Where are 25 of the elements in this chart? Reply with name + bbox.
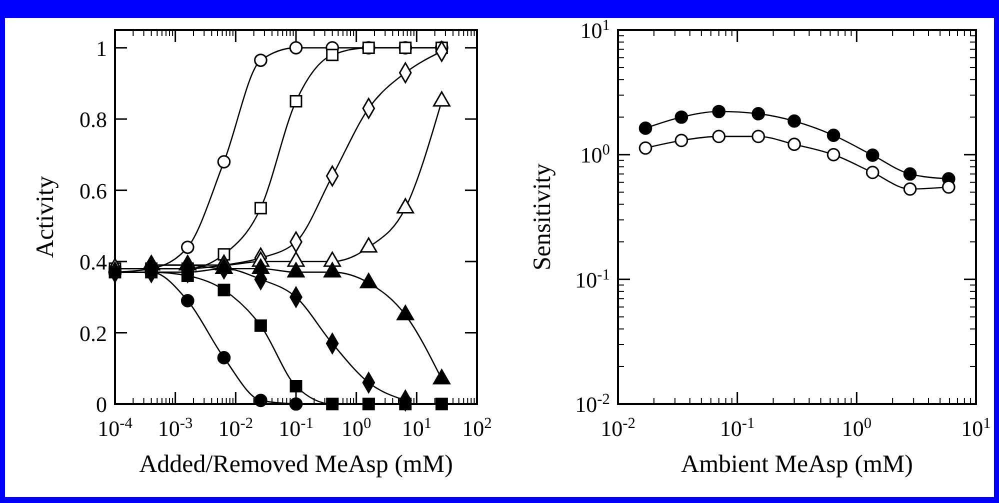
y-tick-label: 10$^{0}$: [580, 141, 610, 168]
x-tick-label: 10$^{1}$: [402, 414, 432, 441]
x-tick-label: 10$^{-1}$: [720, 414, 755, 441]
y-tick-label: 10$^{-2}$: [575, 390, 610, 417]
y-tick-label: 0.2: [80, 320, 107, 346]
y-tick-label: 0.6: [80, 178, 107, 204]
x-tick-label: 10$^{-4}$: [98, 414, 133, 441]
x-tick-label: 10$^{-2}$: [600, 414, 636, 441]
y-tick-label: 0: [96, 392, 107, 417]
y-tick-label: 10$^{1}$: [580, 16, 610, 43]
x-axis-title: Added/Removed MeAsp (mM): [139, 451, 453, 478]
y-tick-label: 10$^{-1}$: [575, 266, 610, 292]
x-tick-label: 10$^{0}$: [842, 414, 872, 441]
x-tick-label: 10$^{1}$: [961, 414, 991, 441]
y-tick-label: 1: [96, 36, 107, 61]
y-axis-title: Sensitivity: [529, 163, 556, 270]
y-axis-title: Activity: [32, 176, 59, 258]
y-tick-label: 0.8: [80, 107, 107, 132]
x-tick-label: 10$^{-3}$: [158, 414, 194, 441]
x-tick-label: 10$^{0}$: [341, 414, 372, 441]
y-tick-label: 0.4: [80, 250, 107, 275]
x-tick-label: 10$^{-1}$: [278, 414, 314, 441]
x-tick-label: 10$^{-2}$: [218, 414, 254, 441]
x-axis-title: Ambient MeAsp (mM): [681, 451, 913, 478]
x-tick-label: 10$^{2}$: [462, 414, 492, 441]
